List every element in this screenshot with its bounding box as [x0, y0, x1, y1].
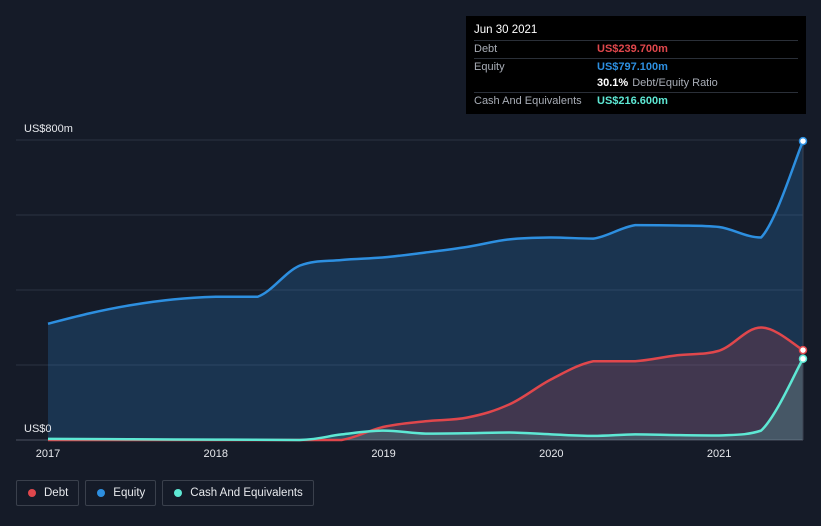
gridlines	[16, 139, 803, 441]
tooltip-ratio-spacer	[474, 75, 597, 92]
tooltip-cash-value: US$216.600m	[597, 94, 668, 107]
tooltip-row-ratio: 30.1% Debt/Equity Ratio	[474, 75, 798, 92]
x-tick-label: 2018	[204, 448, 228, 460]
tooltip-debt-label: Debt	[474, 43, 498, 55]
debt-end-point	[798, 345, 808, 355]
tooltip-date: Jun 30 2021	[474, 24, 538, 36]
tooltip: Jun 30 2021 Debt US$239.700m Equity US$7…	[466, 16, 806, 114]
legend-item-cash[interactable]: Cash And Equivalents	[162, 480, 314, 506]
x-axis-ticks: 2017 2018 2019 2020 2021	[36, 448, 732, 460]
series-lines	[47, 140, 805, 442]
equity-line	[47, 140, 805, 325]
x-tick-label: 2017	[36, 448, 60, 460]
tooltip-row-equity: Equity US$797.100m	[474, 57, 798, 76]
x-tick-label: 2020	[539, 448, 563, 460]
legend-item-equity[interactable]: Equity	[85, 480, 157, 506]
x-tick-label: 2021	[707, 448, 731, 460]
cash-and-equivalents-line	[47, 358, 805, 442]
legend-item-debt[interactable]: Debt	[16, 480, 80, 506]
x-tick-label: 2019	[371, 448, 395, 460]
tooltip-equity-value: US$797.100m	[597, 60, 668, 73]
y-label-bottom: US$0	[24, 423, 52, 435]
y-label-top: US$800m	[24, 123, 73, 135]
cash-dot-icon	[174, 489, 183, 497]
tooltip-ratio-value: 30.1%	[597, 77, 629, 89]
series-end-markers	[798, 136, 808, 364]
tooltip-equity-label: Equity	[474, 60, 505, 73]
legend-label-debt: Debt	[44, 487, 69, 499]
tooltip-debt-value: US$239.700m	[597, 43, 668, 55]
tooltip-cash-label: Cash And Equivalents	[474, 94, 582, 107]
equity-end-point	[798, 136, 808, 146]
equity-area	[48, 141, 803, 440]
equity-dot-icon	[97, 489, 106, 497]
cash-and-equivalents-end-point	[798, 354, 808, 364]
series-areas	[48, 141, 803, 440]
legend-label-cash: Cash And Equivalents	[190, 487, 303, 499]
tooltip-ratio-label: Debt/Equity Ratio	[632, 77, 718, 89]
legend-label-equity: Equity	[113, 487, 146, 499]
debt-dot-icon	[28, 489, 36, 497]
debt-area	[48, 327, 803, 440]
tooltip-row-cash: Cash And Equivalents US$216.600m	[474, 91, 798, 110]
legend: Debt Equity Cash And Equivalents	[16, 480, 314, 506]
tooltip-row-debt: Debt US$239.700m	[474, 40, 798, 58]
